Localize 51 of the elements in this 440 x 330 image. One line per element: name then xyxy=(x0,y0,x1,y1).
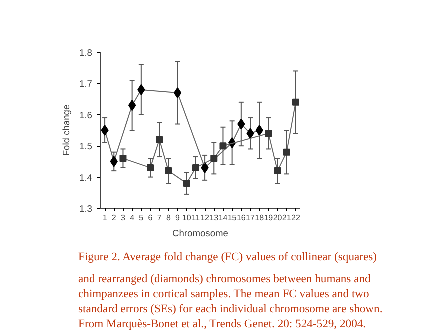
x-tick-label: 18 xyxy=(255,214,265,222)
point xyxy=(183,180,190,188)
y-axis-title: Fold change xyxy=(62,104,72,156)
y-tick-label: 1.8 xyxy=(80,48,92,58)
y-tick-label: 1.7 xyxy=(80,79,92,90)
x-tick-label: 8 xyxy=(166,214,172,222)
y-tick-label: 1.6 xyxy=(80,110,92,120)
x-axis-title: Chromosome xyxy=(172,228,229,238)
x-tick-label: 2 xyxy=(112,214,117,222)
x-tick-label: 13 xyxy=(210,214,220,222)
point xyxy=(192,164,200,172)
point xyxy=(165,168,172,175)
x-tick-label: 21 xyxy=(282,214,292,222)
x-tick-label: 9 xyxy=(176,214,181,222)
x-tick-label: 3 xyxy=(121,214,126,222)
text: From Marquès-Bonet et al., Trends Genet. 20: 524-529, 2004. xyxy=(78,318,366,330)
x-tick-label: 17 xyxy=(246,214,256,222)
point xyxy=(274,168,282,175)
x-tick-label: 22 xyxy=(292,214,301,222)
x-tick-label: 12 xyxy=(200,214,210,222)
point xyxy=(210,155,218,162)
text: and rearranged (diamonds) chromosomes between humans and xyxy=(78,272,372,286)
point xyxy=(147,164,154,172)
x-tick-label: 6 xyxy=(148,214,154,222)
y-tick-label: 1.3 xyxy=(80,204,92,214)
x-tick-label: 14 xyxy=(218,214,228,222)
x-tick-label: 10 xyxy=(182,214,192,222)
point xyxy=(101,125,109,136)
point xyxy=(256,125,264,136)
x-tick-label: 20 xyxy=(273,214,283,222)
point xyxy=(120,155,127,162)
x-tick-label: 15 xyxy=(228,214,238,222)
y-tick-label: 1.5 xyxy=(80,142,92,152)
point xyxy=(174,88,182,99)
point xyxy=(265,130,272,138)
x-tick-label: 5 xyxy=(139,214,144,222)
x-tick-label: 7 xyxy=(157,214,162,222)
x-tick-label: 1 xyxy=(102,214,108,222)
text: standard errors (SEs) for each individual chromosome are shown. xyxy=(78,302,383,316)
point xyxy=(220,142,227,150)
x-tick-label: 16 xyxy=(236,214,246,222)
point xyxy=(283,148,290,156)
text: chimpanzees in cortical samples. The mean FC values and two xyxy=(78,288,370,300)
point xyxy=(292,98,300,106)
point xyxy=(128,100,136,112)
x-tick-label: 11 xyxy=(192,214,201,222)
y-tick-label: 1.4 xyxy=(80,172,92,183)
caption: Figure 2. Average fold change (FC) values of collinear (squares) xyxy=(78,250,378,264)
point xyxy=(156,136,164,144)
x-tick-label: 19 xyxy=(264,214,274,222)
x-tick-label: 4 xyxy=(130,214,136,222)
